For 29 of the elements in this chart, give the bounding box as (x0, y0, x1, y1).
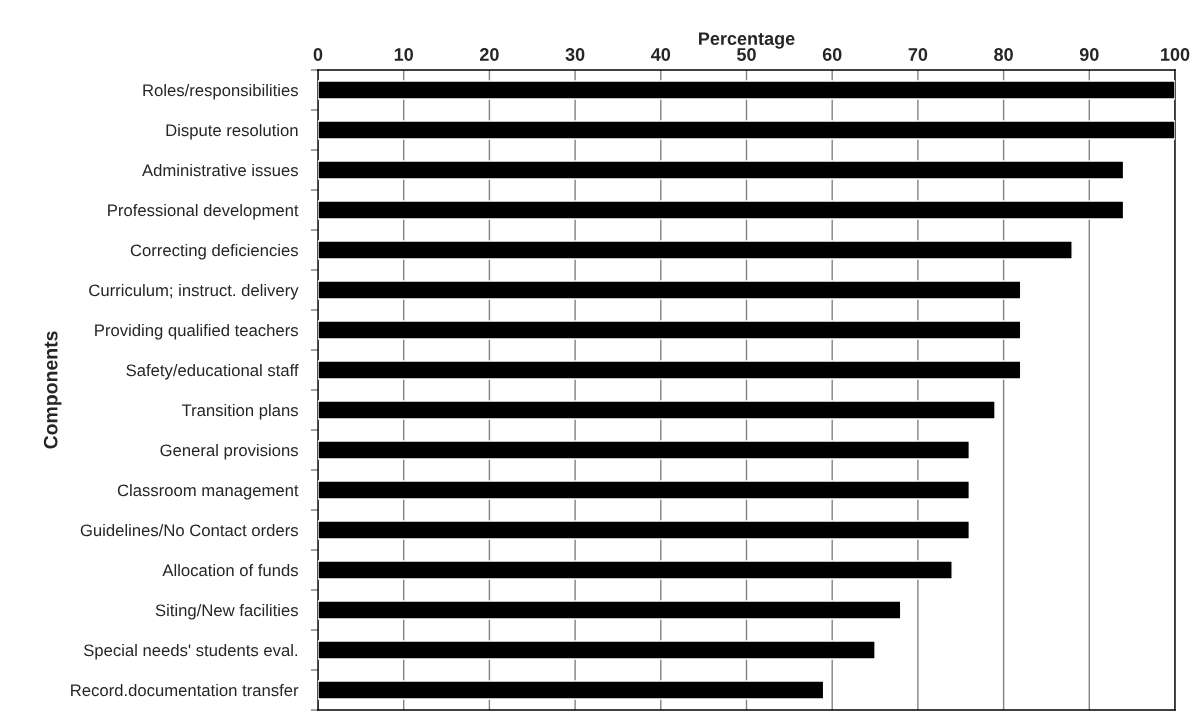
y-tick-label: Dispute resolution (166, 123, 298, 140)
y-tick-label: Correcting deficiencies (130, 243, 298, 260)
x-tick-label: 40 (651, 48, 671, 61)
y-tick-label: Siting/New facilities (155, 603, 298, 620)
x-tick-label: 60 (822, 48, 842, 61)
y-tick-label: Guidelines/No Contact orders (80, 523, 298, 537)
x-tick-label: 0 (313, 48, 323, 61)
y-tick-label: Record.documentation transfer (71, 683, 299, 697)
x-tick-label: 10 (394, 48, 413, 61)
y-tick-label: Special needs' students eval. (83, 643, 298, 660)
x-tick-label: 20 (479, 48, 499, 61)
y-tick-label: Transition plans (181, 403, 298, 420)
x-tick-label: 30 (565, 48, 585, 61)
y-tick-label: Professional development (108, 203, 299, 220)
x-tick-label: 70 (908, 48, 928, 61)
x-tick-label: 100 (1161, 48, 1190, 61)
x-axis-title: Percentage (699, 32, 795, 49)
y-tick-label: Providing qualified teachers (95, 323, 298, 340)
y-tick-label: Curriculum; instruct. delivery (89, 283, 299, 300)
x-tick-label: 80 (994, 48, 1013, 61)
y-tick-label: General provisions (160, 443, 298, 460)
y-axis-title: Components (43, 331, 62, 449)
y-tick-label: Administrative issues (142, 163, 298, 177)
y-tick-label: Safety/educational staff (126, 363, 299, 380)
y-tick-label: Roles/responsibilities (143, 83, 298, 100)
x-tick-label: 90 (1079, 48, 1099, 61)
x-tick-label: 50 (737, 48, 756, 61)
y-tick-label: Allocation of funds (162, 563, 298, 577)
y-tick-label: Classroom management (117, 483, 299, 500)
